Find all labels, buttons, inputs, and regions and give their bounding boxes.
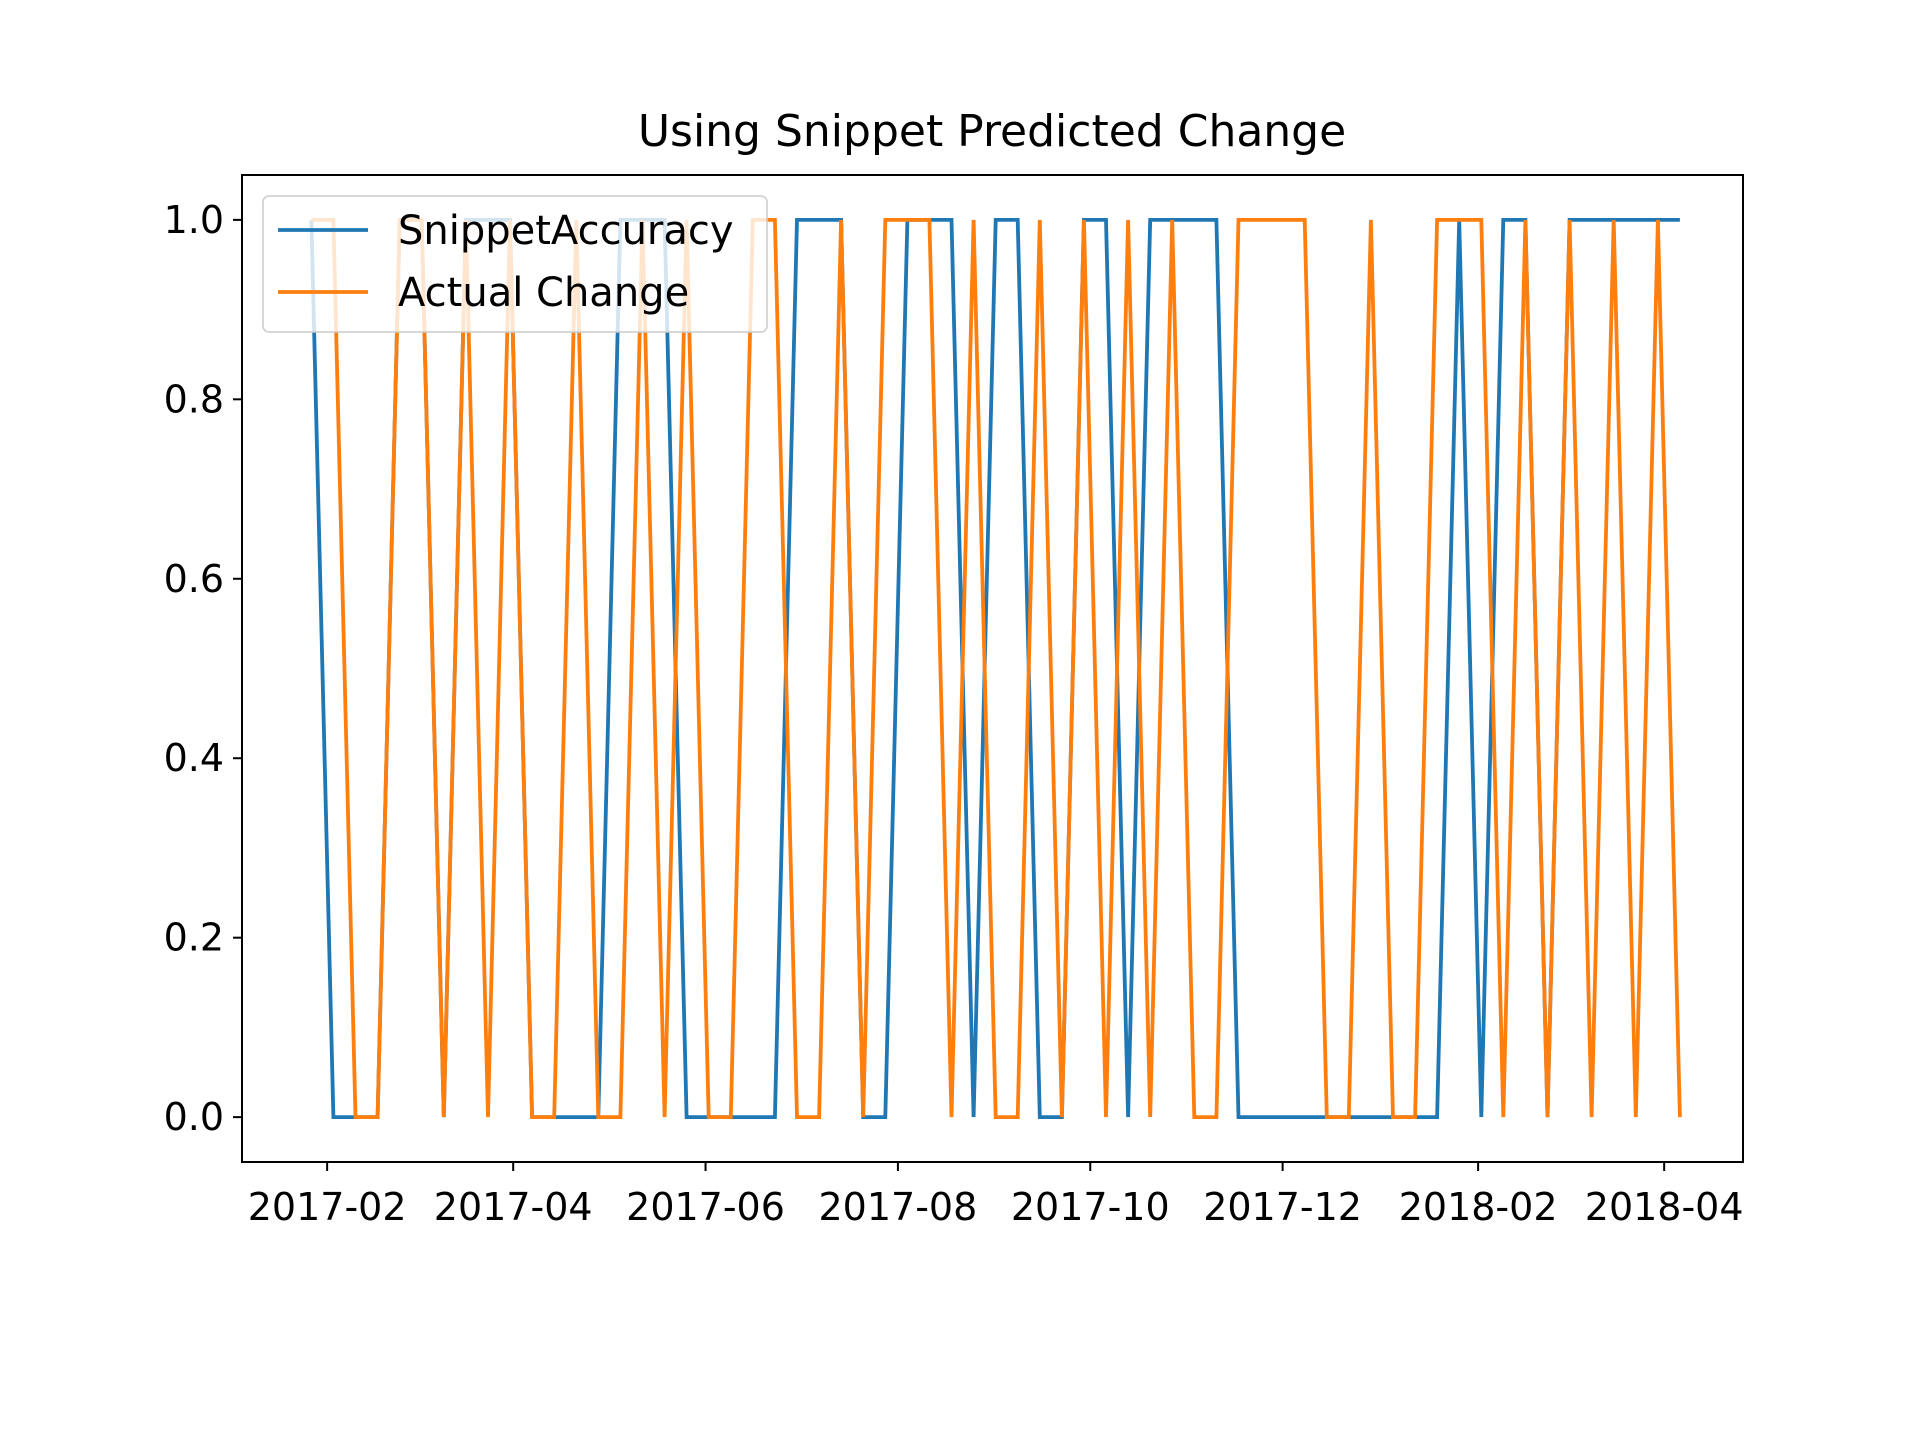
y-tick-label: 0.2 xyxy=(164,916,224,960)
y-tick-label: 1.0 xyxy=(164,198,224,242)
y-axis-ticks: 0.0 0.2 0.4 0.6 0.8 1.0 xyxy=(164,198,242,1139)
plot-lines xyxy=(309,217,1682,1119)
x-tick-label: 2017-10 xyxy=(1011,1185,1170,1229)
x-tick-label: 2017-08 xyxy=(819,1185,978,1229)
y-tick-label: 0.8 xyxy=(164,377,224,421)
axes-frame xyxy=(241,174,1744,1163)
legend-label: SnippetAccuracy xyxy=(398,208,734,254)
y-tick-label: 0.4 xyxy=(164,736,224,780)
legend-frame xyxy=(262,195,768,333)
x-tick-label: 2017-02 xyxy=(248,1185,407,1229)
y-tick-label: 0.0 xyxy=(164,1095,224,1139)
x-axis-ticks: 2017-02 2017-04 2017-06 2017-08 2017-10 2017-… xyxy=(248,1162,1744,1229)
series-line-actual-change xyxy=(311,217,1682,1119)
legend-label: Actual Change xyxy=(398,270,689,316)
y-tick-label: 0.6 xyxy=(164,557,224,601)
legend: SnippetAccuracy Actual Change xyxy=(262,195,768,333)
x-tick-label: 2017-04 xyxy=(434,1185,593,1229)
x-tick-label: 2018-02 xyxy=(1399,1185,1558,1229)
x-tick-label: 2017-12 xyxy=(1203,1185,1362,1229)
x-tick-label: 2017-06 xyxy=(626,1185,785,1229)
chart-title: Using Snippet Predicted Change xyxy=(638,106,1346,157)
x-tick-label: 2018-04 xyxy=(1585,1185,1744,1229)
